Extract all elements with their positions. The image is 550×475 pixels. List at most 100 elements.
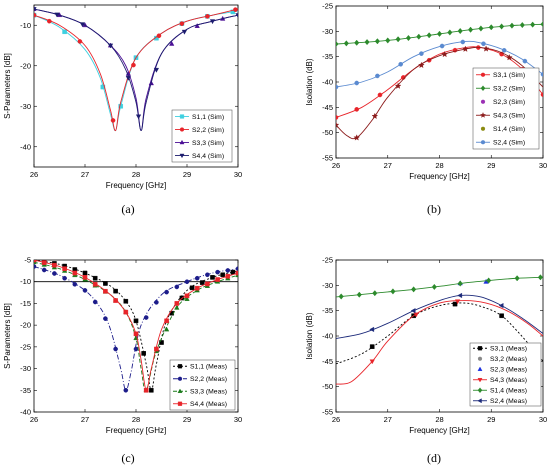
data-point <box>215 277 220 282</box>
data-point <box>72 270 78 276</box>
data-point <box>62 266 67 271</box>
y-tick-label: -10 <box>20 21 31 30</box>
data-point <box>478 25 484 32</box>
data-point <box>225 273 231 279</box>
y-tick-label: -35 <box>322 52 333 61</box>
data-point <box>353 134 361 141</box>
data-point <box>336 121 340 128</box>
chart-panel-c: 26 27 28 29 30 -5 -10 -15 -20 -25 -30 -35 -40 Frequen… <box>3 256 242 466</box>
data-point <box>452 301 458 307</box>
legend-marker <box>177 364 183 369</box>
series-s1-4-meas--line <box>336 276 543 298</box>
legend-marker <box>477 387 483 394</box>
data-point <box>103 281 108 286</box>
data-point <box>481 41 486 47</box>
x-tick-label: 27 <box>81 170 89 179</box>
data-point <box>235 270 238 276</box>
x-axis-title: Frequency [GHz] <box>106 181 166 190</box>
legend: S1,1 (Sim) S2,2 (Sim) S3,3 (Sim) S4,4 (Sim) <box>171 109 233 163</box>
data-point <box>431 283 437 290</box>
data-point <box>215 269 220 275</box>
data-point <box>537 274 543 281</box>
plot-area <box>336 21 543 141</box>
data-point <box>354 80 360 86</box>
data-point <box>92 275 98 281</box>
data-point <box>514 275 520 282</box>
data-point <box>460 39 466 45</box>
series-s2-4-sim- <box>336 39 543 90</box>
data-point <box>184 296 190 301</box>
data-point <box>34 264 37 269</box>
y-tick-label: -30 <box>20 364 31 373</box>
data-point <box>394 82 402 89</box>
data-point <box>174 284 180 290</box>
x-axis-title: Frequency [GHz] <box>409 426 469 435</box>
x-tick-label: 27 <box>384 415 392 424</box>
x-tick-label: 28 <box>132 170 140 179</box>
data-point <box>210 275 215 280</box>
data-point <box>164 289 169 295</box>
data-point <box>34 260 37 263</box>
data-point <box>92 282 98 287</box>
data-point <box>419 51 424 56</box>
data-point <box>72 282 78 287</box>
legend-label: S3,1 (Meas) <box>490 346 527 353</box>
series-s3-1-sim- <box>336 45 543 120</box>
y-tick-label: -40 <box>20 142 31 151</box>
data-point <box>169 40 175 46</box>
data-point <box>354 39 360 46</box>
data-point <box>205 281 210 287</box>
legend-label: S2,2 (Sim) <box>192 127 224 134</box>
data-point <box>356 291 362 298</box>
data-point <box>416 33 422 40</box>
series-s3-1-meas--line <box>336 302 543 365</box>
legend-marker <box>479 112 487 118</box>
series-s4-3-meas--line <box>336 300 543 385</box>
data-point <box>209 19 216 25</box>
data-point <box>336 115 339 120</box>
data-point <box>398 61 403 67</box>
data-point <box>125 76 131 81</box>
data-point <box>123 298 129 304</box>
data-point <box>194 275 200 281</box>
data-point <box>62 29 67 35</box>
y-tick-label: -35 <box>20 386 31 395</box>
data-point <box>156 33 162 39</box>
legend-marker <box>179 153 185 159</box>
y-axis-title: Isolation (dB) <box>305 312 314 359</box>
data-point <box>411 286 417 293</box>
legend-frame <box>472 67 540 150</box>
legend-marker <box>477 366 483 371</box>
data-point <box>235 266 238 271</box>
y-tick-label: -50 <box>322 128 333 137</box>
panel-caption: (b) <box>427 202 441 216</box>
data-point <box>54 12 60 18</box>
data-point <box>41 260 47 265</box>
legend-label: S2,2 (Meas) <box>190 376 227 383</box>
data-point <box>499 313 504 319</box>
legend-label: S1,1 (Sim) <box>192 114 224 121</box>
plot-area <box>34 6 238 132</box>
data-point <box>230 269 236 275</box>
y-tick-label: -10 <box>20 277 31 286</box>
data-point <box>103 288 108 294</box>
data-point <box>405 34 412 42</box>
legend-marker <box>480 85 486 92</box>
data-point <box>174 301 180 306</box>
legend-marker <box>477 398 482 404</box>
legend-label: S2,3 (Meas) <box>490 367 527 374</box>
legend-label: S2,4 (Sim) <box>493 140 525 147</box>
x-tick-label: 26 <box>332 415 340 424</box>
x-tick-label: 30 <box>234 415 242 424</box>
x-tick-label: 26 <box>30 415 38 424</box>
legend-marker <box>177 376 183 381</box>
data-point <box>372 290 378 297</box>
data-point <box>200 280 205 285</box>
legend-label: S2,4 (Meas) <box>490 398 527 405</box>
data-point <box>113 346 118 352</box>
y-tick-label: -25 <box>322 256 333 265</box>
data-point <box>410 308 416 314</box>
x-tick-label: 28 <box>435 415 443 424</box>
data-point <box>418 61 425 69</box>
data-point <box>189 285 195 291</box>
